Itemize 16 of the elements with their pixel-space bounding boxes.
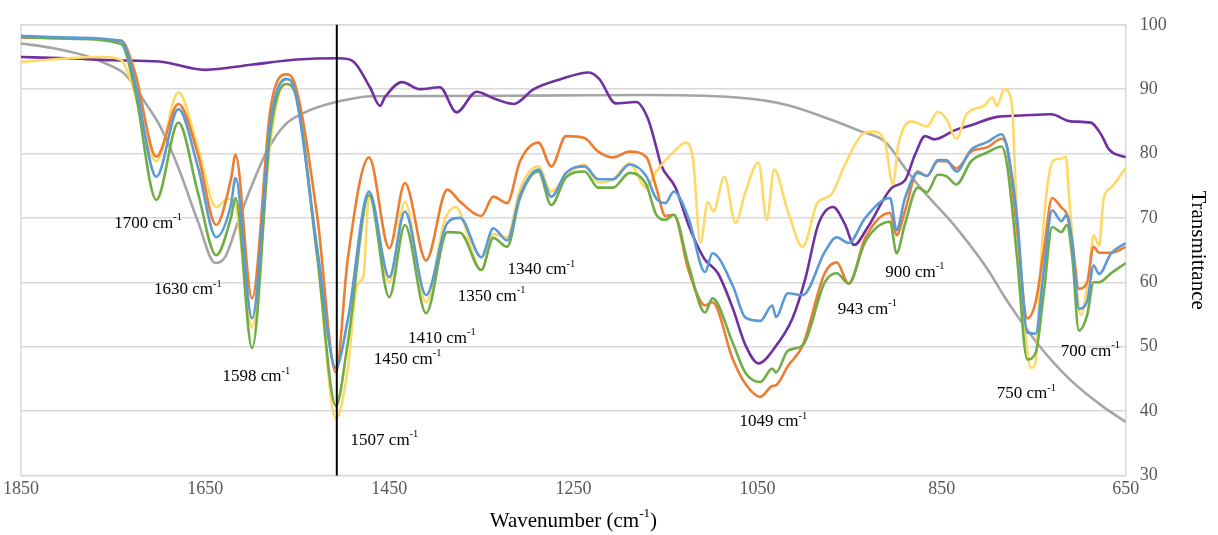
y-axis-title: Transmittance — [1186, 190, 1211, 310]
y-tick-label: 50 — [1139, 335, 1158, 356]
x-tick-label: 1250 — [555, 477, 592, 498]
x-tick-label: 1650 — [187, 477, 224, 498]
y-tick-label: 90 — [1139, 77, 1158, 98]
x-tick-label: 650 — [1112, 477, 1140, 498]
y-tick-label: 40 — [1139, 399, 1158, 420]
x-tick-label: 1050 — [739, 477, 776, 498]
y-tick-label: 70 — [1139, 206, 1158, 227]
x-tick-label: 1850 — [3, 477, 39, 498]
y-tick-label: 80 — [1139, 142, 1158, 163]
y-tick-label: 30 — [1139, 464, 1158, 485]
y-tick-label: 100 — [1139, 13, 1167, 34]
x-tick-label: 1450 — [371, 477, 408, 498]
x-tick-label: 850 — [928, 477, 956, 498]
y-tick-label: 60 — [1139, 271, 1158, 292]
